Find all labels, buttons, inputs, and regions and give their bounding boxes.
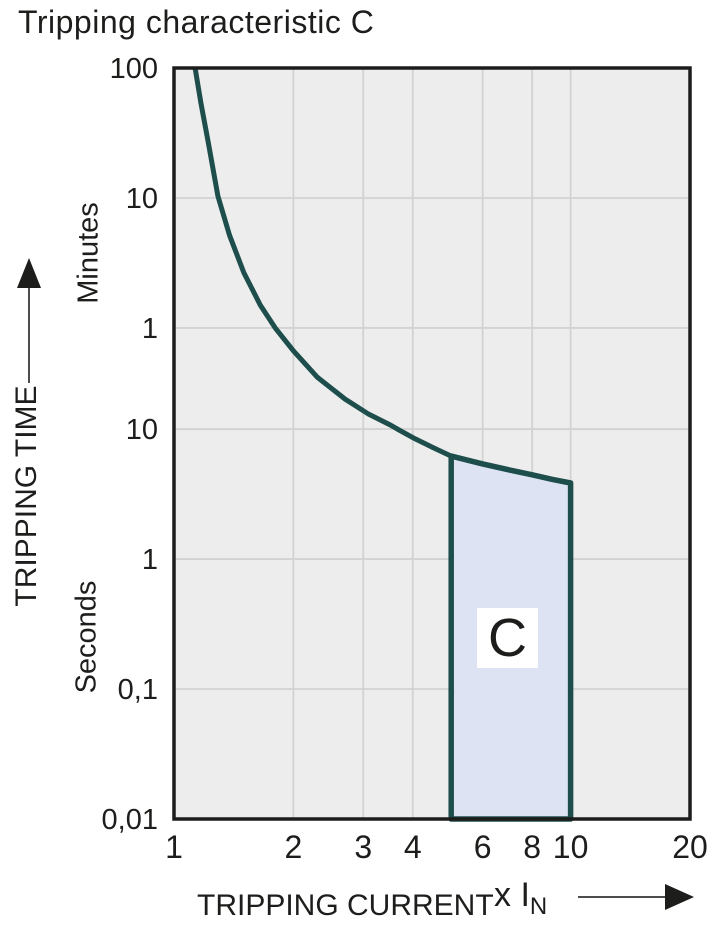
tripping-curve [192,67,572,486]
curve-path [192,67,572,486]
x-tick-label-4: 4 [404,829,422,865]
x-tick-label-6: 6 [474,829,492,865]
y-tick-label-1: 1 [142,544,158,576]
y-unit-minutes-label: Minutes [72,202,105,304]
y-tick-label-100: 100 [110,53,158,85]
page-title: Tripping characteristic C [18,4,375,40]
y-tick-label-0_1: 0,1 [118,674,158,706]
x-tick-label-20: 20 [672,829,708,865]
plot-border [172,66,692,821]
x-tick-label-1: 1 [165,829,183,865]
y-tick-label-1: 1 [142,313,158,345]
x-axis-title: TRIPPING CURRENT [197,889,494,922]
y-tick-label-10: 10 [126,183,158,215]
x-tick-label-2: 2 [284,829,302,865]
x-axis-unit-label: x IN [494,876,547,918]
x-axis-unit-prefix: x I [494,876,530,914]
x-tick-label-10: 10 [553,829,589,865]
x-axis-unit-subscript: N [529,892,548,920]
region-label-c: C [488,608,527,668]
x-axis-arrow-icon [578,884,694,910]
x-tick-label-3: 3 [354,829,372,865]
x-tick-labels: 1 2 3 4 6 8 10 20 [165,829,708,865]
plot-background [174,68,690,819]
region-label-box: C [477,608,538,668]
y-tick-labels: 100 10 1 10 1 0,1 0,01 [102,53,158,836]
y-tick-label-0_01: 0,01 [102,804,158,836]
y-unit-seconds-label: Seconds [70,580,103,694]
gridlines [174,68,690,819]
x-tick-label-8: 8 [523,829,541,865]
y-axis-arrow-icon [17,258,41,383]
y-tick-label-10: 10 [126,414,158,446]
y-axis-title: TRIPPING TIME [10,385,43,607]
